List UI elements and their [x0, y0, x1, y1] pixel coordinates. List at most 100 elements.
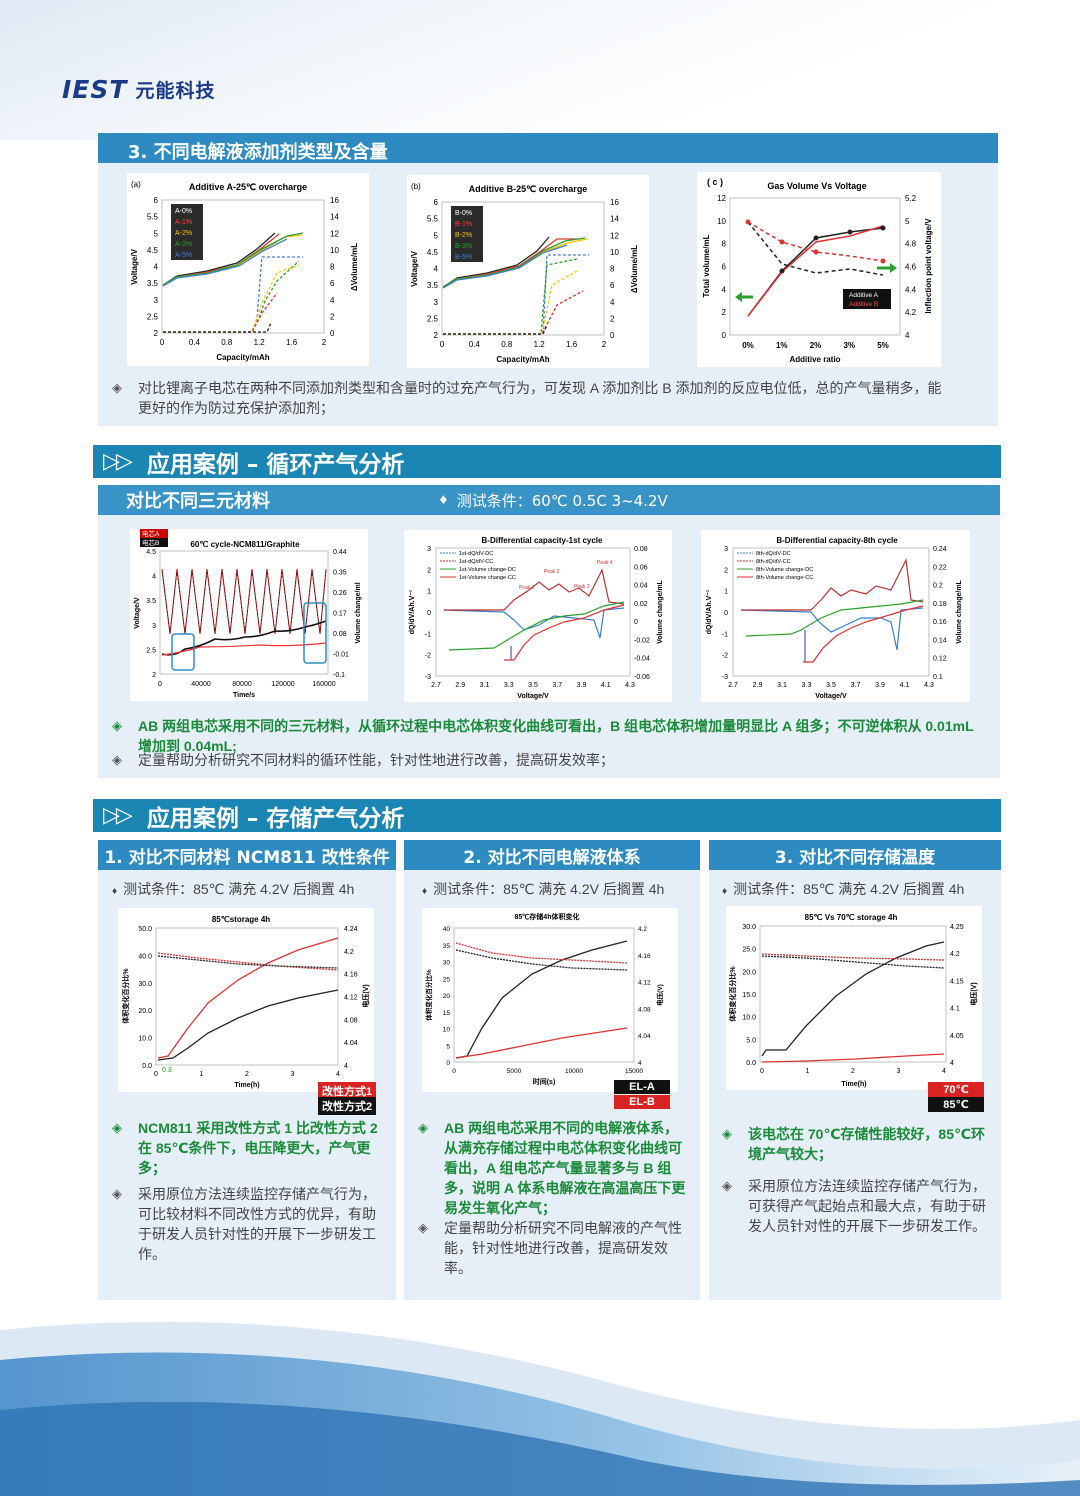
tick-label: 4.6: [905, 263, 917, 272]
legend-el-b: EL-B: [614, 1095, 670, 1109]
tick-label: 4.5: [427, 248, 439, 257]
tick-label: 0.0: [142, 1063, 152, 1070]
tick-label: 1: [806, 1068, 810, 1075]
tick-label: -3: [425, 674, 431, 681]
tick-label: 4.05: [950, 1033, 964, 1040]
curves-c3: [740, 557, 924, 663]
chart-title: 85℃ Vs 70℃ storage 4h: [805, 913, 898, 922]
chart-note: 0.3: [162, 1067, 172, 1074]
legend-item: 1st-dQ/dV-DC: [459, 551, 493, 557]
tick-label: 2: [851, 1068, 855, 1075]
tick-label: 5.2: [905, 194, 917, 203]
tick-label: 40: [443, 926, 451, 933]
tick-label: -1: [425, 631, 431, 638]
tick-label: 4.1: [950, 1006, 960, 1013]
play-icon: ▷▷: [103, 449, 133, 474]
cycle-sub-text: 对比不同三元材料: [126, 491, 270, 512]
tick-label: 2: [152, 672, 156, 679]
y-axis-label: 体积变化百分比%: [121, 968, 130, 1024]
diamond-icon: ◈: [112, 380, 122, 395]
condition-bullet-icon: ♦: [722, 886, 728, 897]
tick-label: 0.4: [189, 338, 201, 347]
tick-label: 2%: [810, 341, 822, 350]
tick-label: 15: [443, 1010, 451, 1017]
markers-c: [745, 219, 886, 274]
tick-label: -1: [722, 631, 728, 638]
tick-label: 0.06: [634, 564, 648, 571]
tick-label: 0: [154, 1071, 158, 1078]
peak-labels: Peak 1 Peak 2 Peak 3 Peak 4: [519, 560, 613, 591]
col2-bullet-1: ◈ AB 两组电芯采用不同的电解液体系，从满充存储过程中电芯体积变化曲线可看出，…: [418, 1118, 688, 1218]
x-axis-label: Capacity/mAh: [496, 355, 549, 364]
left-arrow-icon: [735, 292, 742, 302]
tick-label: 3.7: [552, 682, 562, 689]
bullet-text: NCM811 采用改性方式 1 比改性方式 2 在 85℃条件下，电压降更大，产…: [138, 1120, 378, 1176]
tick-label: 3%: [843, 341, 855, 350]
y-axis-label: dQ/dV/Ah.V⁻¹: [706, 589, 713, 634]
chart-title: B-Differential capacity-1st cycle: [482, 536, 603, 545]
legend-item: A-0%: [175, 208, 192, 215]
legend-c3: 8th-dQ/dV-DC 8th-dQ/dV-CC 8th-Volume cha…: [737, 551, 813, 581]
tick-label: 3.1: [777, 682, 787, 689]
chart-title: Additive B-25℃ overcharge: [469, 184, 588, 194]
col3-bullet-2: ◈ 采用原位方法连续监控存储产气行为，可获得产气起始点和最大点，有助于研发人员针…: [722, 1176, 992, 1236]
tick-label: 5000: [507, 1068, 522, 1075]
tick-label: 4.16: [344, 972, 358, 979]
col1-bullet-1: ◈ NCM811 采用改性方式 1 比改性方式 2 在 85℃条件下，电压降更大…: [112, 1118, 382, 1178]
chart-diff-capacity-8th: B-Differential capacity-8th cycle -3 -2 -1…: [701, 530, 970, 702]
tick-label: -0.06: [634, 674, 650, 681]
tick-label: 12: [330, 229, 339, 238]
tick-label: 1: [200, 1071, 204, 1078]
tick-label: 0.44: [333, 549, 347, 556]
tick-label: 0.08: [634, 546, 648, 553]
legend-item: B-5%: [455, 254, 472, 261]
tick-label: 4: [344, 1063, 348, 1070]
chart-tag: (b): [411, 182, 421, 191]
tick-label: 4.1: [601, 682, 611, 689]
tick-label: 3.7: [851, 682, 861, 689]
tick-label: 3.5: [528, 682, 538, 689]
legend-item: Additive A: [849, 292, 879, 299]
legend-item: A-1%: [175, 219, 192, 226]
tick-label: 0.0: [746, 1060, 756, 1067]
right-arrow-icon: [890, 263, 897, 273]
y2-axis-label: 电压(V): [361, 984, 370, 1007]
tick-label: -0.01: [333, 652, 349, 659]
chart-title: 85℃存储4h体积变化: [515, 912, 580, 921]
tick-label: 3.5: [427, 281, 439, 290]
tick-label: 2.5: [146, 647, 156, 654]
highlight-box: [171, 633, 195, 671]
curves-s3: [761, 941, 945, 1063]
chart-title: Gas Volume Vs Voltage: [767, 181, 866, 191]
legend-mod2: 改性方式2: [318, 1097, 377, 1115]
tick-label: 4.1: [900, 682, 910, 689]
tick-label: 16: [610, 198, 619, 207]
highlight-box: [303, 602, 327, 664]
tick-label: 160000: [312, 681, 335, 688]
tick-label: 30.0: [742, 924, 756, 931]
storage-col1-title: 1. 对比不同材料 NCM811 改性条件: [98, 840, 396, 870]
tick-label: 25: [443, 976, 451, 983]
tick-label: 8: [722, 240, 727, 249]
tick-label: 120000: [271, 681, 294, 688]
tick-label: 25.0: [742, 947, 756, 954]
col3-title-text: 3. 对比不同存储温度: [774, 847, 936, 868]
tick-label: 30: [443, 960, 451, 967]
legend-70c: 70℃: [928, 1082, 984, 1097]
y2-axis-label: Volume change/mL: [657, 579, 664, 643]
tick-label: 3: [154, 296, 159, 305]
y-axis-label: dQ/dV/Ah.V⁻¹: [409, 589, 416, 634]
condition-text: 测试条件：85℃ 满充 4.2V 后搁置 4h: [123, 881, 355, 897]
legend-item: A-2%: [175, 230, 192, 237]
legend-el-a: EL-A: [614, 1080, 670, 1094]
legend-item: 1st-dQ/dV-CC: [459, 559, 493, 565]
x-axis-label: Voltage/V: [815, 693, 847, 700]
tick-label: 4.8: [905, 240, 917, 249]
bottom-wave-decoration: [0, 1321, 1080, 1496]
tick-label: 6: [154, 196, 159, 205]
storage-col3-title: 3. 对比不同存储温度: [709, 840, 1001, 870]
cycle-bullet-1: ◈ AB 两组电芯采用不同的三元材料，从循环过程中电芯体积变化曲线可看出，B 组…: [112, 716, 978, 756]
legend-item: 8th-Volume change-CC: [756, 575, 813, 581]
bullet-text: 定量帮助分析研究不同材料的循环性能，针对性地进行改善，提高研发效率；: [138, 752, 614, 768]
additive-bullet: ◈ 对比锂离子电芯在两种不同添加剂类型和含量时的过充产气行为，可发现 A 添加剂…: [112, 378, 952, 418]
